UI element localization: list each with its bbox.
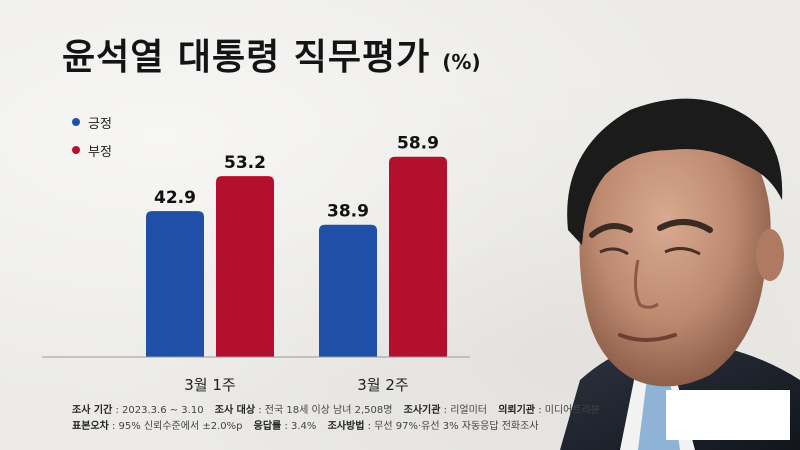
bar-positive-2 (319, 224, 377, 357)
data-label-positive-2: 38.9 (327, 202, 369, 222)
period-label: 조사 기간 (72, 405, 113, 416)
chart-unit: (%) (442, 50, 481, 74)
legend-label-negative: 부정 (88, 144, 112, 160)
survey-info-row-2: 표본오차 : 95% 신뢰수준에서 ±2.0%p 응답률 : 3.4% 조사방법… (72, 421, 539, 432)
org-label: 조사기관 (403, 405, 441, 416)
period-value: 2023.3.6 ~ 3.10 (122, 405, 204, 416)
chart-title-block: 윤석열 대통령 직무평가 (%) (62, 28, 481, 80)
method-label: 조사방법 (327, 421, 365, 432)
target-label: 조사 대상 (214, 405, 256, 416)
error-value: 95% 신뢰수준에서 ±2.0%p (118, 421, 243, 432)
blank-overlay (666, 390, 790, 440)
bar-negative-2 (389, 156, 447, 357)
bar-negative-1 (216, 176, 274, 357)
method-value: 무선 97%·유선 3% 자동응답 전화조사 (374, 421, 539, 432)
legend-label-positive: 긍정 (88, 116, 112, 132)
legend-item-negative: 부정 (72, 138, 112, 162)
org-value: 리얼미터 (450, 405, 488, 416)
client-label: 의뢰기관 (498, 405, 536, 416)
legend-item-positive: 긍정 (72, 110, 112, 134)
chart-title: 윤석열 대통령 직무평가 (62, 37, 431, 78)
category-label-2: 3월 2주 (357, 376, 408, 394)
survey-info: 조사 기간 : 2023.3.6 ~ 3.10 조사 대상 : 전국 18세 이… (72, 403, 600, 435)
survey-info-row-1: 조사 기간 : 2023.3.6 ~ 3.10 조사 대상 : 전국 18세 이… (72, 405, 600, 416)
response-label: 응답률 (253, 421, 282, 432)
data-label-negative-1: 53.2 (224, 153, 266, 173)
target-value: 전국 18세 이상 남녀 2,508명 (264, 405, 393, 416)
data-label-negative-2: 58.9 (397, 134, 439, 154)
client-value: 미디어트리뷴 (544, 405, 600, 416)
president-portrait-photo (560, 98, 800, 450)
error-label: 표본오차 (72, 421, 109, 432)
bar-positive-1 (146, 211, 204, 357)
data-label-positive-1: 42.9 (154, 188, 196, 208)
category-label-1: 3월 1주 (184, 376, 235, 394)
response-value: 3.4% (291, 421, 317, 432)
legend-dot-negative (72, 146, 80, 154)
legend-dot-positive (72, 118, 80, 126)
legend: 긍정 부정 (72, 110, 112, 166)
